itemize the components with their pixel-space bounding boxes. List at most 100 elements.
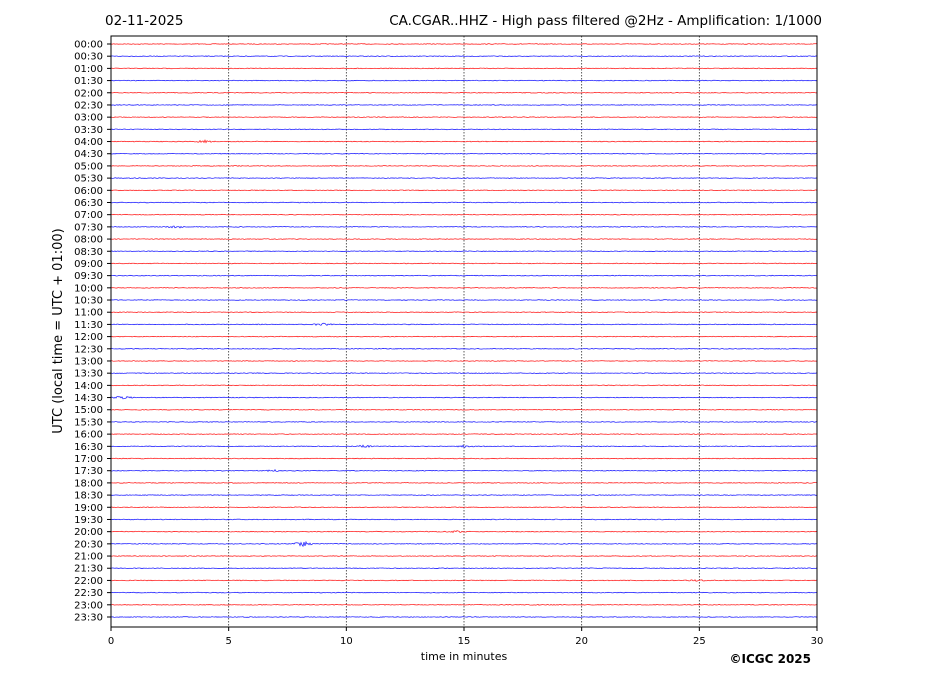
x-axis-label: time in minutes — [421, 650, 508, 663]
trace-1100 — [110, 311, 818, 314]
y-tick-label: 13:00 — [74, 356, 103, 367]
y-tick-label: 06:30 — [74, 198, 103, 209]
x-tick-label: 0 — [108, 636, 114, 647]
y-tick-label: 05:00 — [74, 161, 103, 172]
trace-0600 — [110, 189, 818, 192]
y-tick-label: 14:00 — [74, 381, 103, 392]
y-tick-label: 03:30 — [74, 125, 103, 136]
trace-0230 — [110, 104, 818, 106]
trace-1730 — [110, 468, 818, 473]
trace-2300 — [110, 604, 818, 606]
x-tick-label: 25 — [693, 636, 706, 647]
trace-1600 — [110, 433, 818, 435]
y-tick-label: 07:00 — [74, 210, 103, 221]
trace-1630 — [110, 444, 818, 448]
trace-1030 — [110, 299, 818, 301]
x-tick-label: 20 — [575, 636, 588, 647]
y-tick-label: 16:30 — [74, 442, 103, 453]
y-tick-label: 22:00 — [74, 576, 103, 587]
trace-1930 — [110, 518, 818, 521]
trace-2130 — [110, 567, 818, 570]
y-tick-label: 14:30 — [74, 393, 103, 404]
y-tick-label: 20:30 — [74, 539, 103, 550]
y-tick-label: 17:30 — [74, 466, 103, 477]
y-tick-label: 18:30 — [74, 491, 103, 502]
y-tick-label: 02:00 — [74, 88, 103, 99]
y-tick-label: 04:30 — [74, 149, 103, 160]
y-tick-label: 05:30 — [74, 174, 103, 185]
y-tick-label: 16:00 — [74, 430, 103, 441]
trace-2330 — [110, 616, 818, 618]
y-tick-label: 23:30 — [74, 613, 103, 624]
trace-0100 — [110, 67, 818, 70]
x-tick-label: 15 — [458, 636, 471, 647]
y-tick-label: 01:30 — [74, 76, 103, 87]
y-tick-label: 10:00 — [74, 283, 103, 294]
y-tick-label: 01:00 — [74, 64, 103, 75]
y-tick-label: 20:00 — [74, 527, 103, 538]
y-tick-label: 12:30 — [74, 344, 103, 355]
trace-0130 — [110, 79, 818, 82]
trace-2000 — [110, 530, 818, 534]
y-tick-label: 13:30 — [74, 369, 103, 380]
trace-2200 — [110, 579, 818, 582]
trace-1900 — [110, 506, 818, 509]
trace-2230 — [110, 591, 818, 594]
trace-0300 — [110, 116, 818, 118]
trace-0400 — [110, 139, 818, 144]
trace-1000 — [110, 287, 818, 289]
trace-0430 — [110, 152, 818, 155]
trace-1430 — [110, 395, 818, 400]
y-tick-label: 07:30 — [74, 222, 103, 233]
y-tick-label: 10:30 — [74, 296, 103, 307]
date-title: 02-11-2025 — [105, 13, 183, 29]
trace-1530 — [110, 421, 818, 423]
trace-0200 — [110, 91, 818, 94]
y-tick-label: 21:30 — [74, 564, 103, 575]
trace-1130 — [110, 322, 818, 326]
y-tick-label: 09:00 — [74, 259, 103, 270]
y-tick-label: 19:00 — [74, 503, 103, 514]
y-tick-label: 06:00 — [74, 186, 103, 197]
y-tick-label: 03:00 — [74, 113, 103, 124]
y-tick-label: 09:30 — [74, 271, 103, 282]
y-tick-label: 08:00 — [74, 235, 103, 246]
y-tick-label: 11:30 — [74, 320, 103, 331]
trace-0730 — [110, 225, 818, 229]
x-tick-label: 5 — [225, 636, 231, 647]
trace-0700 — [110, 213, 818, 216]
y-tick-label: 22:30 — [74, 588, 103, 599]
y-tick-label: 17:00 — [74, 454, 103, 465]
trace-2030 — [110, 540, 818, 548]
trace-1330 — [110, 372, 818, 374]
y-tick-label: 08:30 — [74, 247, 103, 258]
trace-1500 — [110, 408, 818, 411]
y-tick-label: 18:00 — [74, 478, 103, 489]
trace-1400 — [110, 384, 818, 387]
trace-2100 — [110, 555, 818, 557]
y-tick-label: 23:00 — [74, 600, 103, 611]
y-axis-label: UTC (local time = UTC + 01:00) — [51, 228, 66, 433]
y-tick-label: 21:00 — [74, 552, 103, 563]
y-tick-label: 02:30 — [74, 100, 103, 111]
trace-1300 — [110, 360, 818, 362]
y-tick-label: 00:00 — [74, 40, 103, 51]
plot-frame — [110, 35, 818, 628]
trace-1800 — [110, 482, 818, 484]
copyright-label: ©ICGC 2025 — [729, 652, 811, 666]
y-tick-label: 12:00 — [74, 332, 103, 343]
trace-0530 — [110, 177, 818, 179]
y-tick-label: 15:30 — [74, 417, 103, 428]
y-tick-label: 19:30 — [74, 515, 103, 526]
y-tick-label: 00:30 — [74, 52, 103, 63]
trace-0830 — [110, 250, 818, 253]
trace-1830 — [110, 494, 818, 496]
chart-title: CA.CGAR..HHZ - High pass filtered @2Hz -… — [389, 13, 822, 29]
trace-0500 — [110, 165, 818, 167]
y-tick-label: 15:00 — [74, 405, 103, 416]
trace-0330 — [110, 128, 818, 131]
trace-1200 — [110, 335, 818, 338]
trace-0030 — [110, 55, 818, 57]
trace-0900 — [110, 262, 818, 265]
